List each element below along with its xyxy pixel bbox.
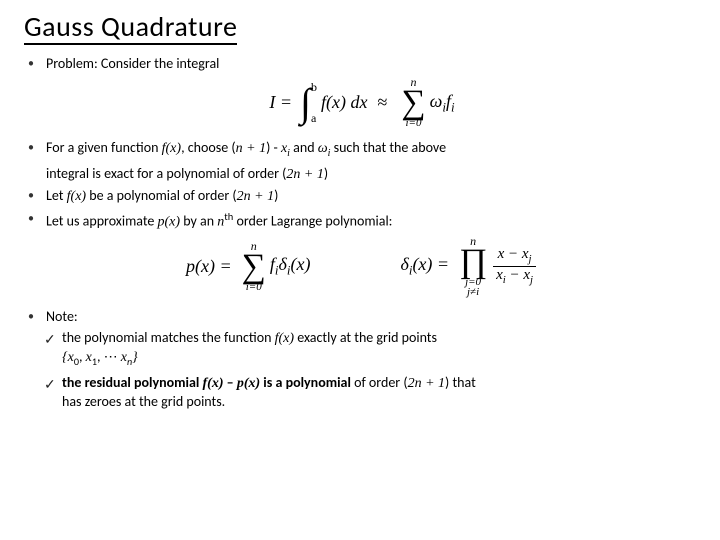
approx-line: • Let us approximate p(x) by an nth orde… <box>28 210 696 231</box>
given-text-2: integral is exact for a polynomial of or… <box>46 165 696 184</box>
approx-symbol: ≈ <box>377 92 387 113</box>
pi-icon: ∏ <box>459 245 487 279</box>
frac-denominator: xi − xj <box>493 268 536 286</box>
summand: ωifi <box>430 91 455 116</box>
note-line: • Note: <box>28 308 696 326</box>
main-equation: I = ∫ b a f(x) dx ≈ n ∑ i=0 ωifi <box>28 76 696 129</box>
integrand: f(x) dx <box>321 92 367 113</box>
given-line-1: • For a given function f(x), choose (n +… <box>28 139 696 160</box>
bullet-icon: • <box>28 139 46 156</box>
fraction: x − xj xi − xj <box>493 247 536 286</box>
sum2-lower: i=0 <box>246 282 262 293</box>
content-body: • Problem: Consider the integral I = ∫ b… <box>24 55 696 410</box>
check-icon: ✓ <box>44 329 62 349</box>
bullet-icon: • <box>28 187 46 204</box>
delta-def: δi(x) = n ∏ j=0 j≠i x − xj xi − xj <box>400 235 538 298</box>
note-1-text: the polynomial matches the function f(x)… <box>62 329 696 368</box>
given-text: For a given function f(x), choose (n + 1… <box>46 139 696 160</box>
let-fx-line: • Let f(x) be a polynomial of order (2n … <box>28 187 696 206</box>
note-2-text: the residual polynomial f(x) – p(x) is a… <box>62 374 696 410</box>
note-label: Note: <box>46 308 696 326</box>
sum-term: fiδi(x) <box>270 254 311 279</box>
bullet-icon: • <box>28 55 46 72</box>
page-title: Gauss Quadrature <box>24 12 237 45</box>
product-operator: n ∏ j=0 j≠i <box>459 235 487 298</box>
sigma-icon: ∑ <box>242 250 266 284</box>
problem-text: Problem: Consider the integral <box>46 55 696 73</box>
int-lower: a <box>311 111 316 126</box>
eq-lhs: I = ∫ b a f(x) dx ≈ n ∑ i=0 ωifi <box>269 76 454 129</box>
integral-limits: b a <box>311 80 317 126</box>
p-of-x-def: p(x) = n ∑ i=0 fiδi(x) <box>186 240 310 293</box>
sum-operator: n ∑ i=0 <box>401 76 425 129</box>
bullet-icon: • <box>28 308 46 325</box>
delta-lhs: δi(x) = <box>400 254 449 279</box>
prod-lower-2: j≠i <box>467 287 479 298</box>
note-2: ✓ the residual polynomial f(x) – p(x) is… <box>44 374 696 410</box>
eq-I: I = <box>269 92 292 113</box>
given-line-2: integral is exact for a polynomial of or… <box>28 165 696 184</box>
approx-text: Let us approximate p(x) by an nth order … <box>46 210 696 231</box>
sum-operator-2: n ∑ i=0 <box>242 240 266 293</box>
sum-lower: i=0 <box>406 118 422 129</box>
problem-line: • Problem: Consider the integral <box>28 55 696 73</box>
bullet-icon: • <box>28 210 46 227</box>
title-block: Gauss Quadrature <box>24 12 696 45</box>
note-1: ✓ the polynomial matches the function f(… <box>44 329 696 368</box>
lagrange-equation: p(x) = n ∑ i=0 fiδi(x) δi(x) = n ∏ j=0 j… <box>28 235 696 298</box>
p-lhs: p(x) = <box>186 256 232 277</box>
sigma-icon: ∑ <box>401 86 425 120</box>
check-icon: ✓ <box>44 374 62 394</box>
frac-numerator: x − xj <box>495 247 535 265</box>
integral-icon: ∫ <box>300 87 311 119</box>
note-list: ✓ the polynomial matches the function f(… <box>28 329 696 410</box>
int-upper: b <box>311 80 317 95</box>
let-fx-text: Let f(x) be a polynomial of order (2n + … <box>46 187 696 206</box>
